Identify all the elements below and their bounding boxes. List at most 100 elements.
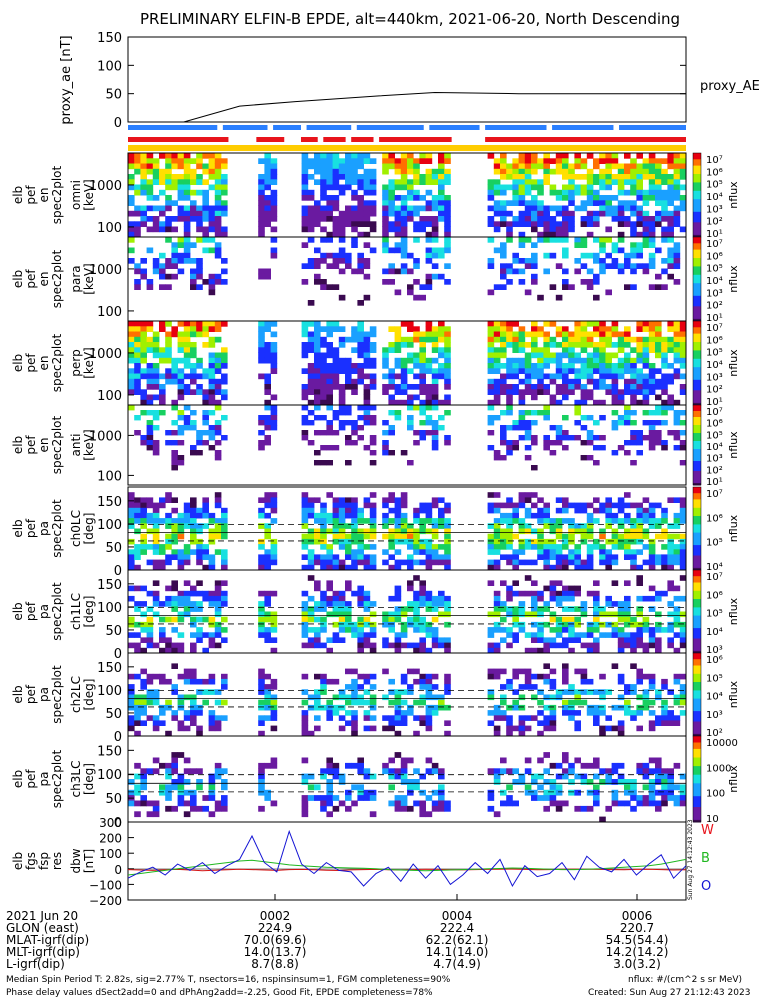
spectrogram-cell [543, 795, 550, 801]
spectrogram-cell [388, 226, 395, 233]
spectrogram-cell [407, 336, 414, 343]
spectrogram-cell [314, 221, 321, 227]
fgs-ylabel: elb fgs fsp res dbw [nT] [11, 848, 96, 873]
spectrogram-cell [487, 221, 495, 227]
spectrogram-cell [444, 549, 451, 555]
spectrogram-cell [159, 168, 166, 175]
colorbar-label: 10⁶ [706, 167, 723, 178]
spectrogram-cell [407, 284, 414, 290]
spectrogram-cell [555, 564, 563, 571]
spectrogram-cell [642, 394, 650, 401]
spectrogram-cell [159, 559, 166, 566]
spectrogram-cell [152, 373, 160, 380]
spectrogram-cell [369, 174, 377, 180]
spectrogram-cell [214, 352, 222, 359]
spectrogram-cell [537, 533, 544, 540]
spectrogram-cell [487, 694, 495, 701]
colorbar-step [693, 445, 701, 448]
colorbar-step [693, 481, 701, 484]
colorbar-step [693, 644, 701, 648]
spectrogram-cell [642, 784, 650, 791]
spectrogram-cell [146, 368, 154, 374]
spectrogram-cell [128, 492, 135, 498]
spectrogram-cell [673, 336, 681, 343]
spectrogram-cell [159, 601, 166, 607]
spectrogram-cell [152, 507, 160, 514]
spectrogram-cell [345, 497, 352, 503]
colorbar-step [693, 207, 701, 211]
spectrogram-cell [673, 415, 681, 421]
spectrogram-cell [134, 326, 141, 332]
spectrogram-cell [171, 405, 178, 411]
spectrogram-cell [407, 352, 414, 359]
spectrogram-cell [444, 352, 451, 359]
spectrogram-cell [667, 163, 674, 170]
spectrogram-cell [264, 533, 271, 540]
colorbar-step [693, 772, 701, 776]
spectrogram-cell [351, 179, 358, 185]
colorbar-step [693, 209, 701, 213]
spectrogram-cell [531, 384, 538, 390]
spectrogram-cell [258, 497, 265, 503]
spectrogram-cell [673, 368, 681, 374]
spectrogram-cell [648, 342, 656, 348]
spectrogram-cell [425, 564, 433, 571]
spectrogram-cell [196, 326, 203, 332]
colorbar-step [693, 287, 701, 290]
spectrogram-cell [357, 216, 364, 222]
spectrogram-cell [338, 237, 346, 243]
spectrogram-cell [574, 399, 581, 406]
spectrogram-cell [655, 789, 662, 796]
spectrogram-cell [493, 533, 501, 540]
spectrogram-cell [196, 210, 203, 217]
spectrogram-cell [165, 585, 172, 592]
spectrogram-cell [419, 673, 426, 680]
status-bar-blue [222, 125, 268, 130]
spectrogram-cell [568, 590, 575, 597]
spectrogram-cell [500, 336, 507, 343]
spectrogram-cell [171, 357, 178, 364]
spectrogram-ytick-label: 1000 [89, 179, 122, 194]
spectrogram-cell [320, 445, 327, 451]
spectrogram-cell [270, 647, 278, 654]
spectrogram-cell [394, 242, 402, 248]
footer-row-value: 220.7 [620, 921, 654, 935]
spectrogram-cell [562, 678, 569, 685]
colorbar-step [693, 713, 701, 716]
spectrogram-cell [518, 357, 526, 364]
spectrogram-cell [438, 368, 445, 374]
spectrogram-cell [679, 184, 687, 191]
spectrogram-cell [506, 263, 513, 269]
spectrogram-cell [562, 378, 569, 385]
spectrogram-cell [301, 384, 309, 390]
spectrogram-cell [326, 347, 333, 353]
spectrogram-cell [555, 352, 563, 359]
spectrogram-cell [388, 247, 395, 254]
spectrogram-cell [388, 410, 395, 416]
spectrogram-cell [258, 216, 265, 222]
spectrogram-cell [500, 757, 507, 764]
spectrogram-ylabel-line: spec2plot [50, 333, 64, 392]
spectrogram-cell [574, 242, 581, 248]
spectrogram-cell [258, 189, 265, 196]
spectrogram-cell [636, 231, 643, 238]
spectrogram-cell [599, 331, 606, 338]
colorbar-step [693, 180, 701, 183]
spectrogram-cell [444, 528, 451, 535]
spectrogram-cell [159, 627, 166, 633]
spectrogram-cell [599, 533, 606, 540]
spectrogram-ylabel-line: [deg] [82, 513, 96, 545]
spectrogram-cell [636, 549, 643, 555]
spectrogram-cell [487, 523, 495, 529]
spectrogram-cell [667, 321, 674, 327]
spectrogram-cell [636, 321, 643, 327]
spectrogram-cell [394, 410, 402, 416]
spectrogram-cell [562, 153, 569, 159]
colorbar-step [693, 646, 701, 650]
spectrogram-cell [388, 507, 395, 514]
spectrogram-cell [128, 405, 135, 411]
spectrogram-cell [655, 284, 662, 290]
spectrogram-cell [338, 518, 346, 524]
spectrogram-cell [221, 528, 228, 535]
spectrogram-cell [134, 811, 141, 818]
